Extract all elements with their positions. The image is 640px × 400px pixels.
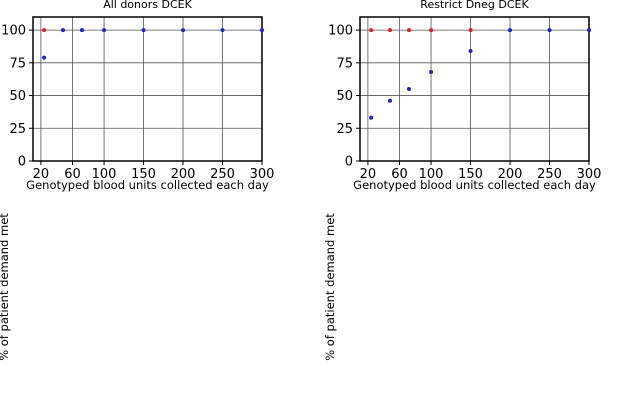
data-point <box>220 28 225 33</box>
y-tick-label: 0 <box>345 155 353 170</box>
data-point <box>388 98 393 103</box>
chart-title: All donors DCEK <box>103 0 192 11</box>
y-axis-label: % of patient demand met <box>323 213 337 361</box>
data-point <box>547 28 552 33</box>
x-tick-label: 200 <box>498 167 523 182</box>
data-point <box>260 28 264 33</box>
x-tick-label: 200 <box>171 167 196 182</box>
x-tick-label: 100 <box>92 167 117 182</box>
x-tick-label: 150 <box>458 167 483 182</box>
data-point <box>508 28 513 33</box>
x-tick-label: 250 <box>210 167 235 182</box>
y-tick-label: 100 <box>1 24 26 39</box>
y-tick-label: 50 <box>9 89 26 104</box>
plot-frame <box>32 16 263 162</box>
data-point <box>388 28 393 33</box>
data-point <box>429 28 434 33</box>
y-tick-label: 75 <box>336 56 353 71</box>
x-axis-label: Genotyped blood units collected each day <box>353 178 596 192</box>
data-point <box>429 69 434 74</box>
data-point <box>42 55 47 60</box>
data-point <box>406 87 411 91</box>
y-tick-label: 0 <box>18 155 26 170</box>
data-point <box>102 28 107 33</box>
x-tick-label: 300 <box>577 167 602 182</box>
x-tick-label: 60 <box>391 167 408 182</box>
data-point <box>181 28 186 33</box>
x-axis-label: Genotyped blood units collected each day <box>26 178 269 192</box>
data-point <box>141 28 146 33</box>
y-tick-label: 75 <box>9 56 26 71</box>
data-point <box>369 115 374 120</box>
y-tick-label: 100 <box>328 24 353 39</box>
x-tick-label: 60 <box>64 167 81 182</box>
data-point <box>42 28 47 33</box>
y-tick-label: 25 <box>336 122 353 137</box>
x-tick-label: 250 <box>537 167 562 182</box>
x-tick-label: 20 <box>33 167 50 182</box>
chart-panel-1: All donors DCEK 20 60 100 150 200 250 300 0 25 50 7… <box>0 0 274 361</box>
data-point <box>468 49 473 54</box>
y-tick-label: 50 <box>336 89 353 104</box>
x-tick-label: 100 <box>419 167 444 182</box>
x-tick-label: 300 <box>250 167 275 182</box>
x-tick-label: 150 <box>131 167 156 182</box>
data-point <box>61 28 66 33</box>
chart-title: Restrict Dneg DCEK <box>420 0 529 11</box>
plot-frame <box>359 16 590 162</box>
data-point <box>369 28 374 33</box>
data-point <box>406 28 411 33</box>
data-point <box>468 28 473 33</box>
y-tick-label: 25 <box>9 122 26 137</box>
chart-panel-2: Restrict Dneg DCEK 20 60 100 150 200 250 300 0 25… <box>323 0 601 361</box>
y-axis-label: % of patient demand met <box>0 213 11 361</box>
data-point <box>587 28 591 33</box>
x-tick-label: 20 <box>360 167 377 182</box>
data-point <box>79 28 84 33</box>
